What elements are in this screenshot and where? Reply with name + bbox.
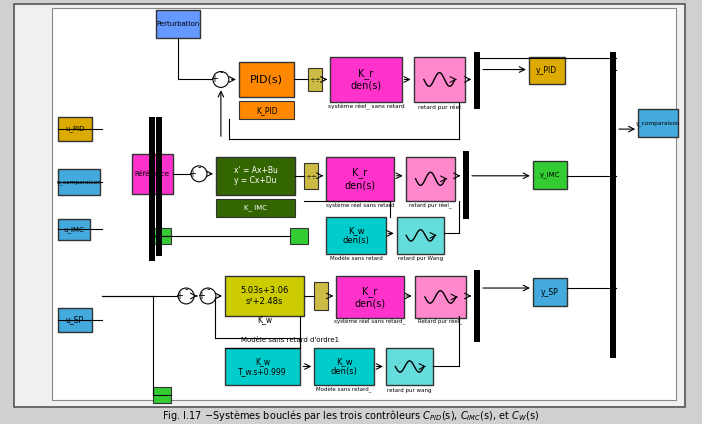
- Text: système réel sans retard_: système réel sans retard_: [334, 319, 406, 325]
- Bar: [529, 57, 564, 84]
- Bar: [216, 198, 296, 217]
- Bar: [308, 67, 322, 92]
- Bar: [52, 8, 676, 400]
- Text: retard pur réel: retard pur réel: [418, 105, 461, 110]
- Text: Référence: Référence: [135, 171, 170, 177]
- Bar: [131, 154, 173, 194]
- Text: K_PID: K_PID: [256, 106, 277, 115]
- Text: -: -: [219, 67, 223, 78]
- Text: y_SP: y_SP: [541, 287, 559, 296]
- Bar: [463, 151, 469, 218]
- Text: Modèle sans retard d'ordre1: Modèle sans retard d'ordre1: [241, 337, 340, 343]
- Text: ÷÷: ÷÷: [310, 76, 321, 82]
- Text: Perturbation: Perturbation: [157, 21, 200, 27]
- Bar: [153, 229, 171, 244]
- Circle shape: [213, 72, 229, 87]
- Bar: [239, 101, 294, 119]
- Text: y_PID: y_PID: [536, 66, 557, 75]
- Bar: [314, 348, 374, 385]
- Bar: [533, 278, 567, 306]
- Bar: [225, 348, 300, 385]
- Text: K_ IMC: K_ IMC: [244, 204, 267, 211]
- Bar: [415, 276, 466, 318]
- Text: y_IMC: y_IMC: [539, 171, 559, 178]
- Bar: [157, 117, 162, 256]
- Bar: [150, 117, 155, 261]
- Text: -: -: [206, 284, 210, 294]
- Bar: [225, 276, 305, 316]
- Bar: [326, 217, 386, 254]
- Bar: [406, 157, 456, 201]
- Text: u_SP: u_SP: [66, 315, 84, 324]
- Text: u_IMC: u_IMC: [63, 226, 84, 233]
- Text: retard pur wang: retard pur wang: [388, 388, 432, 393]
- Text: K_w: K_w: [257, 315, 272, 324]
- Bar: [239, 61, 294, 98]
- Circle shape: [200, 288, 216, 304]
- Bar: [610, 52, 616, 191]
- Bar: [386, 348, 433, 385]
- Text: y_comparaison: y_comparaison: [635, 120, 680, 126]
- Bar: [58, 169, 100, 195]
- Text: retard pur Wang: retard pur Wang: [398, 256, 443, 261]
- Text: u_PID: u_PID: [65, 126, 84, 132]
- Bar: [610, 262, 616, 357]
- Text: u_comparaison: u_comparaison: [56, 179, 101, 184]
- Bar: [216, 157, 296, 195]
- Text: ÷÷: ÷÷: [305, 173, 317, 179]
- Text: -: -: [197, 162, 201, 172]
- Text: K_w
T_w.s+0.999: K_w T_w.s+0.999: [238, 357, 287, 376]
- Bar: [336, 276, 404, 318]
- Bar: [326, 157, 394, 201]
- Bar: [157, 10, 200, 38]
- Bar: [610, 52, 616, 330]
- Text: Retard pur réel_: Retard pur réel_: [418, 319, 463, 325]
- Text: +: +: [188, 169, 196, 179]
- Text: +: +: [197, 291, 205, 301]
- Bar: [58, 218, 90, 240]
- Text: K_r
den(s): K_r den(s): [350, 68, 381, 91]
- Text: +: +: [176, 291, 183, 301]
- Bar: [58, 117, 92, 141]
- Text: retard pur réel_: retard pur réel_: [409, 203, 452, 209]
- Text: Fig. I.17 $-$Systèmes bouclés par les trois contrôleurs $C_{PID}$(s), $C_{IMC}$(: Fig. I.17 $-$Systèmes bouclés par les tr…: [162, 407, 540, 423]
- Bar: [397, 217, 444, 254]
- Text: -: -: [185, 284, 188, 294]
- Circle shape: [178, 288, 194, 304]
- Bar: [153, 388, 171, 403]
- Bar: [638, 109, 677, 137]
- Bar: [474, 52, 480, 109]
- Bar: [330, 57, 402, 102]
- Text: Modèle sans retard: Modèle sans retard: [330, 256, 383, 261]
- Text: K_r
den(s): K_r den(s): [355, 286, 385, 308]
- Bar: [314, 282, 328, 310]
- Text: système réel sans retard: système réel sans retard: [326, 203, 395, 208]
- Text: +: +: [210, 75, 218, 84]
- Text: x' = Ax+Bu
y = Cx+Du: x' = Ax+Bu y = Cx+Du: [234, 166, 277, 185]
- Text: K_w
den(s): K_w den(s): [343, 226, 369, 245]
- Bar: [413, 57, 465, 102]
- Bar: [474, 270, 480, 342]
- Text: K_r
den(s): K_r den(s): [345, 167, 376, 190]
- Text: PID(s): PID(s): [250, 75, 283, 84]
- Bar: [291, 229, 308, 244]
- Bar: [305, 163, 318, 189]
- Bar: [58, 308, 92, 332]
- Text: Modèle sans retard_: Modèle sans retard_: [317, 387, 372, 393]
- Text: 5.03s+3.06
s²+2.48s: 5.03s+3.06 s²+2.48s: [240, 286, 289, 306]
- Text: K_w
den(s): K_w den(s): [331, 357, 357, 376]
- Text: système réel_ sans retard: système réel_ sans retard: [328, 104, 404, 110]
- Circle shape: [191, 166, 207, 182]
- Bar: [533, 161, 567, 189]
